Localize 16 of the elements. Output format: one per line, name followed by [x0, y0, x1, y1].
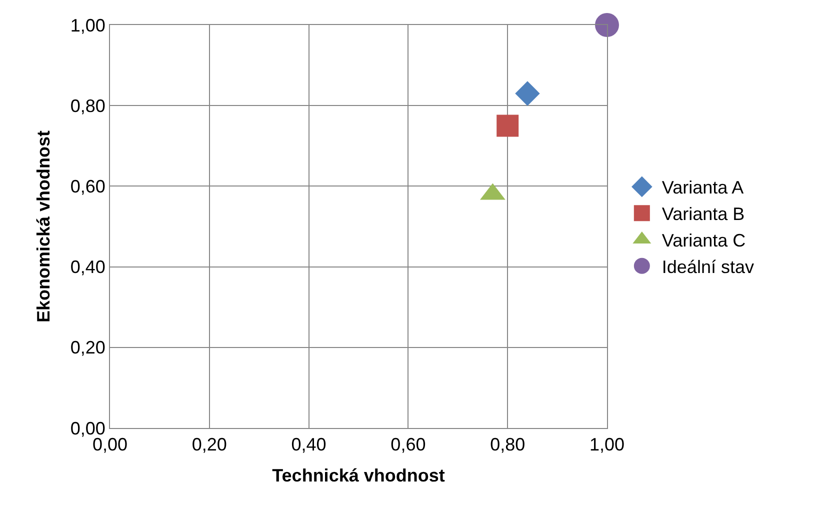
x-tick-label: 0,40: [291, 434, 326, 455]
y-tick-label: 0,40: [70, 257, 106, 278]
x-axis-title: Technická vhodnost: [272, 466, 445, 486]
y-axis-title: Ekonomická vhodnost: [34, 130, 54, 323]
y-tick-label: 1,00: [70, 15, 106, 36]
legend-label: Varianta A: [662, 178, 744, 198]
x-tick-label: 0,80: [490, 434, 526, 455]
x-tick-label: 0,20: [192, 434, 227, 455]
legend-label: Varianta C: [662, 230, 746, 251]
legend-label: Varianta B: [662, 204, 745, 224]
y-tick-label: 0,20: [70, 338, 106, 358]
x-tick-label: 0,60: [390, 434, 426, 455]
x-tick-label: 1,00: [589, 434, 625, 455]
y-tick-label: 0,60: [70, 176, 106, 196]
y-tick-label: 0,80: [70, 96, 106, 116]
legend-label: Ideální stav: [662, 256, 754, 277]
